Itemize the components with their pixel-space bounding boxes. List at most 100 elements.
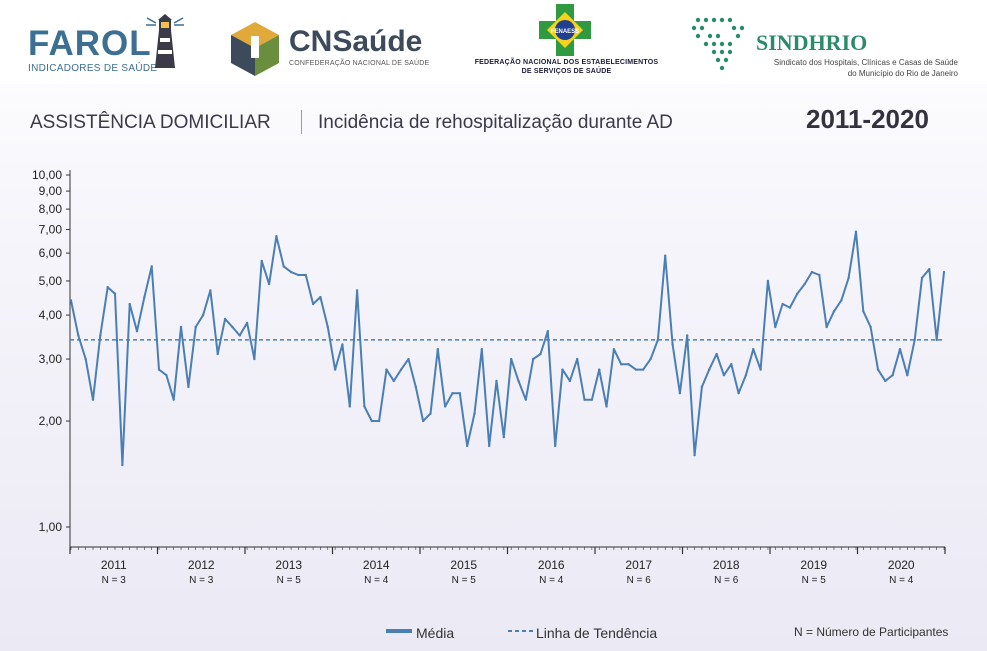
x-group-n-label: N = 6 <box>627 575 652 586</box>
title-separator <box>301 110 302 134</box>
media-data-point <box>686 334 689 337</box>
x-group-year-label: 2014 <box>363 558 390 572</box>
media-data-point <box>847 276 850 280</box>
y-axis-ticks: 1,00 2,00 3,00 4,00 5,00 6,00 7,00 8,00 9,00 10,0… <box>32 168 70 534</box>
media-data-point <box>333 368 337 371</box>
media-data-point <box>708 368 711 371</box>
cnsaude-cube-icon <box>231 22 279 76</box>
media-data-point <box>385 368 388 371</box>
media-data-point <box>524 398 528 401</box>
media-data-point <box>150 265 153 268</box>
y-tick-label: 10,00 <box>32 168 62 182</box>
media-data-point <box>201 313 205 317</box>
media-data-point <box>788 306 792 309</box>
media-data-point <box>561 368 564 371</box>
media-series-points <box>69 230 946 467</box>
media-data-point <box>898 347 902 351</box>
media-data-point <box>69 299 73 302</box>
media-data-point <box>216 352 219 356</box>
media-data-point <box>187 385 190 389</box>
x-group-n-label: N = 4 <box>889 575 914 586</box>
sindhrio-logo-subtitle-2: do Município do Rio de Janeiro <box>847 69 958 78</box>
y-tick-label: 7,00 <box>39 223 63 237</box>
media-data-point <box>355 289 359 292</box>
media-data-point <box>179 325 183 329</box>
media-data-point <box>810 270 814 274</box>
media-data-point <box>297 273 300 277</box>
legend-media-swatch <box>386 629 412 633</box>
y-tick-label: 3,00 <box>39 352 63 366</box>
media-data-point <box>627 363 630 366</box>
media-data-point <box>399 368 403 371</box>
media-data-point <box>590 398 594 401</box>
media-data-point <box>253 357 256 361</box>
media-data-point <box>664 254 667 257</box>
media-data-point <box>678 391 682 395</box>
media-data-point <box>377 419 381 423</box>
media-data-point <box>304 273 307 277</box>
media-data-point <box>194 325 197 329</box>
media-data-point <box>583 398 586 401</box>
media-data-point <box>363 405 366 408</box>
media-data-point <box>575 357 579 361</box>
x-group-n-label: N = 4 <box>539 575 564 586</box>
fenaess-logo-line1: FEDERAÇÃO NACIONAL DOS ESTABELECIMENTOS <box>474 59 659 66</box>
sindhrio-dots-icon <box>691 17 745 71</box>
chart-axes <box>69 170 945 548</box>
media-data-point <box>649 357 652 361</box>
media-data-point <box>443 405 447 408</box>
y-tick-label: 6,00 <box>39 246 63 260</box>
x-group-n-label: N = 3 <box>189 575 214 586</box>
media-data-point <box>730 363 733 366</box>
media-data-point <box>546 329 550 333</box>
media-data-point <box>700 385 704 389</box>
media-data-point <box>862 310 865 313</box>
media-data-point <box>113 292 117 295</box>
farol-logo-wordmark: FAROL <box>28 24 152 63</box>
media-data-point <box>172 398 175 401</box>
x-group-year-label: 2017 <box>625 558 652 572</box>
legend-participants-note: N = Número de Participantes <box>794 625 949 639</box>
media-data-point <box>517 379 520 383</box>
y-tick-label: 4,00 <box>39 308 63 322</box>
x-group-year-label: 2016 <box>538 558 565 572</box>
media-data-point <box>91 398 95 401</box>
media-data-point <box>568 379 572 383</box>
media-data-point <box>157 368 161 371</box>
media-data-point <box>671 343 674 346</box>
media-data-point <box>267 282 271 286</box>
media-data-point <box>796 292 799 295</box>
media-data-point <box>165 373 168 377</box>
media-data-point <box>282 265 285 268</box>
media-data-point <box>370 419 373 423</box>
media-data-point <box>209 289 212 292</box>
lighthouse-icon <box>146 14 184 68</box>
x-group-year-label: 2011 <box>101 558 127 572</box>
media-data-point <box>106 286 109 289</box>
media-data-point <box>869 325 872 329</box>
media-series-line <box>70 230 945 466</box>
media-data-point <box>348 405 351 408</box>
x-group-n-label: N = 4 <box>364 575 389 586</box>
media-data-point <box>429 412 432 415</box>
media-data-point <box>744 373 748 377</box>
media-data-point <box>825 325 828 329</box>
media-data-point <box>539 352 542 356</box>
sindhrio-logo-subtitle-1: Sindicato dos Hospitais, Clínicas e Casa… <box>773 58 958 67</box>
media-data-point <box>487 444 491 448</box>
media-data-point <box>920 276 924 280</box>
x-group-year-label: 2019 <box>800 558 827 572</box>
media-data-point <box>99 334 102 337</box>
media-data-point <box>275 235 278 238</box>
media-data-point <box>598 368 601 371</box>
media-data-point <box>238 334 241 337</box>
fenaess-badge-text: FENAESS <box>551 29 579 35</box>
y-tick-label: 5,00 <box>39 274 63 288</box>
legend-media-label: Média <box>416 625 455 641</box>
cnsaude-logo-wordmark: CNSaúde <box>289 25 423 58</box>
media-data-point <box>715 352 718 356</box>
media-data-point <box>840 299 843 302</box>
media-data-point <box>128 302 131 306</box>
x-group-year-label: 2018 <box>713 558 740 572</box>
